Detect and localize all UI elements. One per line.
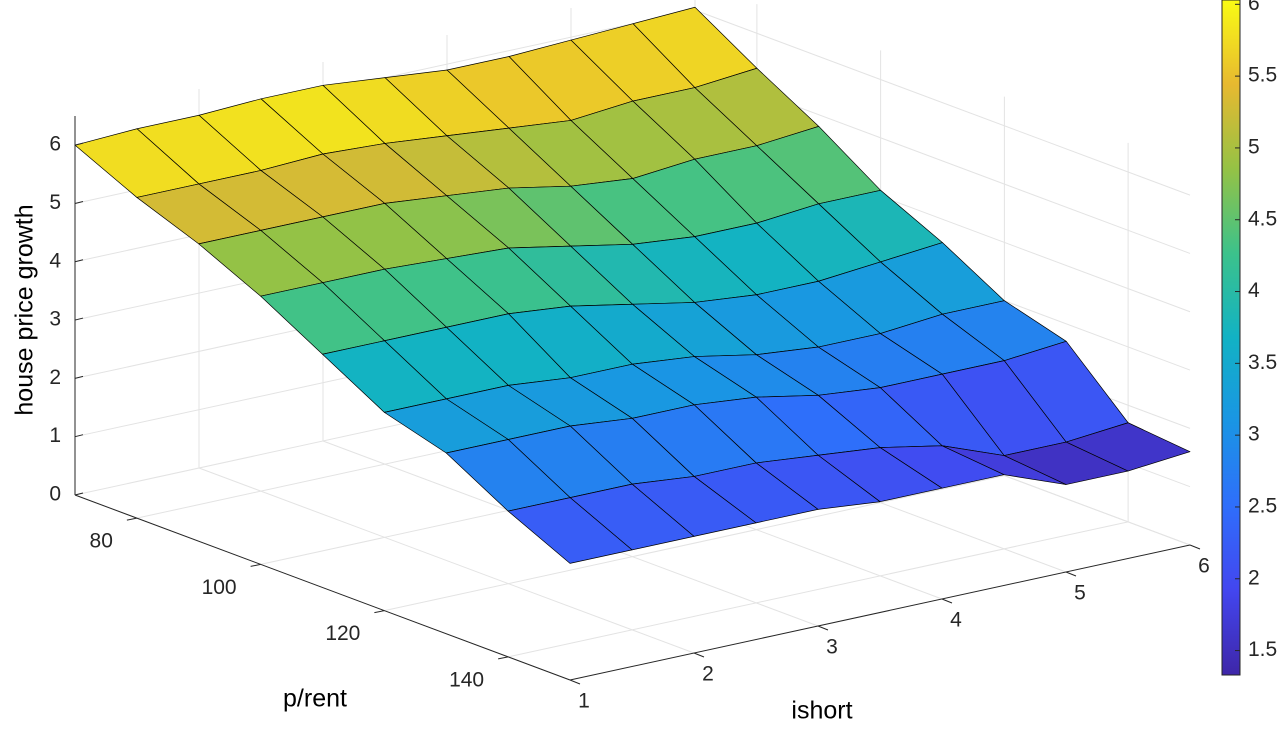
- colorbar-scale: [1221, 0, 1241, 676]
- colorbar-tick-label: 4: [1248, 279, 1260, 302]
- x-tick-label: 1: [578, 690, 590, 713]
- z-tick-label: 5: [49, 191, 61, 214]
- grid-line: [694, 9, 1191, 196]
- colorbar-tick-label: 2: [1248, 566, 1260, 589]
- colorbar-tick-label: 1.5: [1248, 638, 1277, 661]
- z-tick: [74, 200, 84, 204]
- z-tick-label: 4: [49, 249, 61, 272]
- z-tick: [74, 492, 84, 496]
- colorbar-tick-label: 3: [1248, 423, 1260, 446]
- surface: [74, 6, 1191, 564]
- z-tick: [74, 142, 84, 146]
- z-tick-label: 3: [49, 308, 61, 331]
- y-tick: [126, 517, 137, 521]
- z-tick-label: 1: [49, 424, 61, 447]
- x-tick: [1065, 571, 1077, 577]
- x-tick-label: 4: [950, 609, 962, 632]
- colorbar-tick-label: 4.5: [1248, 207, 1277, 230]
- y-tick-label: 100: [202, 576, 237, 599]
- colorbar-tick-label: 5.5: [1248, 64, 1277, 87]
- colorbar-tick-label: 6: [1248, 0, 1260, 15]
- grid-line: [508, 521, 1129, 658]
- y-tick-label: 120: [325, 622, 360, 645]
- colorbar: 1.5 2 2.5 3 3.5 4 4.5 5 5.5 6: [1221, 0, 1277, 676]
- y-tick-label: 80: [90, 530, 113, 553]
- y-tick: [250, 563, 261, 567]
- z-tick: [74, 317, 84, 321]
- z-axis-label: house price growth: [11, 204, 39, 415]
- z-tick-label: 6: [49, 133, 61, 156]
- x-tick-label: 3: [826, 636, 838, 659]
- grid-line: [198, 467, 695, 654]
- surface-face: [507, 497, 633, 564]
- y-axis-line: [74, 494, 571, 681]
- x-tick-label: 2: [702, 663, 714, 686]
- grid-line: [384, 475, 1005, 612]
- colorbar-tick-label: 2.5: [1248, 495, 1277, 518]
- x-axis-label: ishort: [791, 697, 852, 725]
- axes: 0 1 2 3 4 5 6 80 100 120 140 1 2 3 4 5 6: [49, 116, 1210, 713]
- colorbar-tick-label: 3.5: [1248, 351, 1277, 374]
- y-tick-label: 140: [449, 668, 484, 691]
- colorbar-tick-label: 5: [1248, 135, 1260, 158]
- y-axis-label: p/rent: [283, 685, 347, 713]
- z-tick: [74, 375, 84, 379]
- x-tick: [569, 679, 581, 685]
- x-tick-label: 6: [1198, 555, 1210, 578]
- y-tick: [498, 656, 509, 660]
- x-axis-line: [569, 544, 1191, 681]
- y-tick: [374, 610, 385, 614]
- x-tick-label: 5: [1074, 582, 1086, 605]
- z-tick-label: 0: [49, 483, 61, 506]
- x-tick: [1189, 544, 1201, 550]
- z-tick: [74, 434, 84, 438]
- x-tick: [693, 652, 705, 658]
- x-tick: [941, 598, 953, 604]
- x-tick: [817, 625, 829, 631]
- z-tick: [74, 259, 84, 263]
- z-tick-label: 2: [49, 366, 61, 389]
